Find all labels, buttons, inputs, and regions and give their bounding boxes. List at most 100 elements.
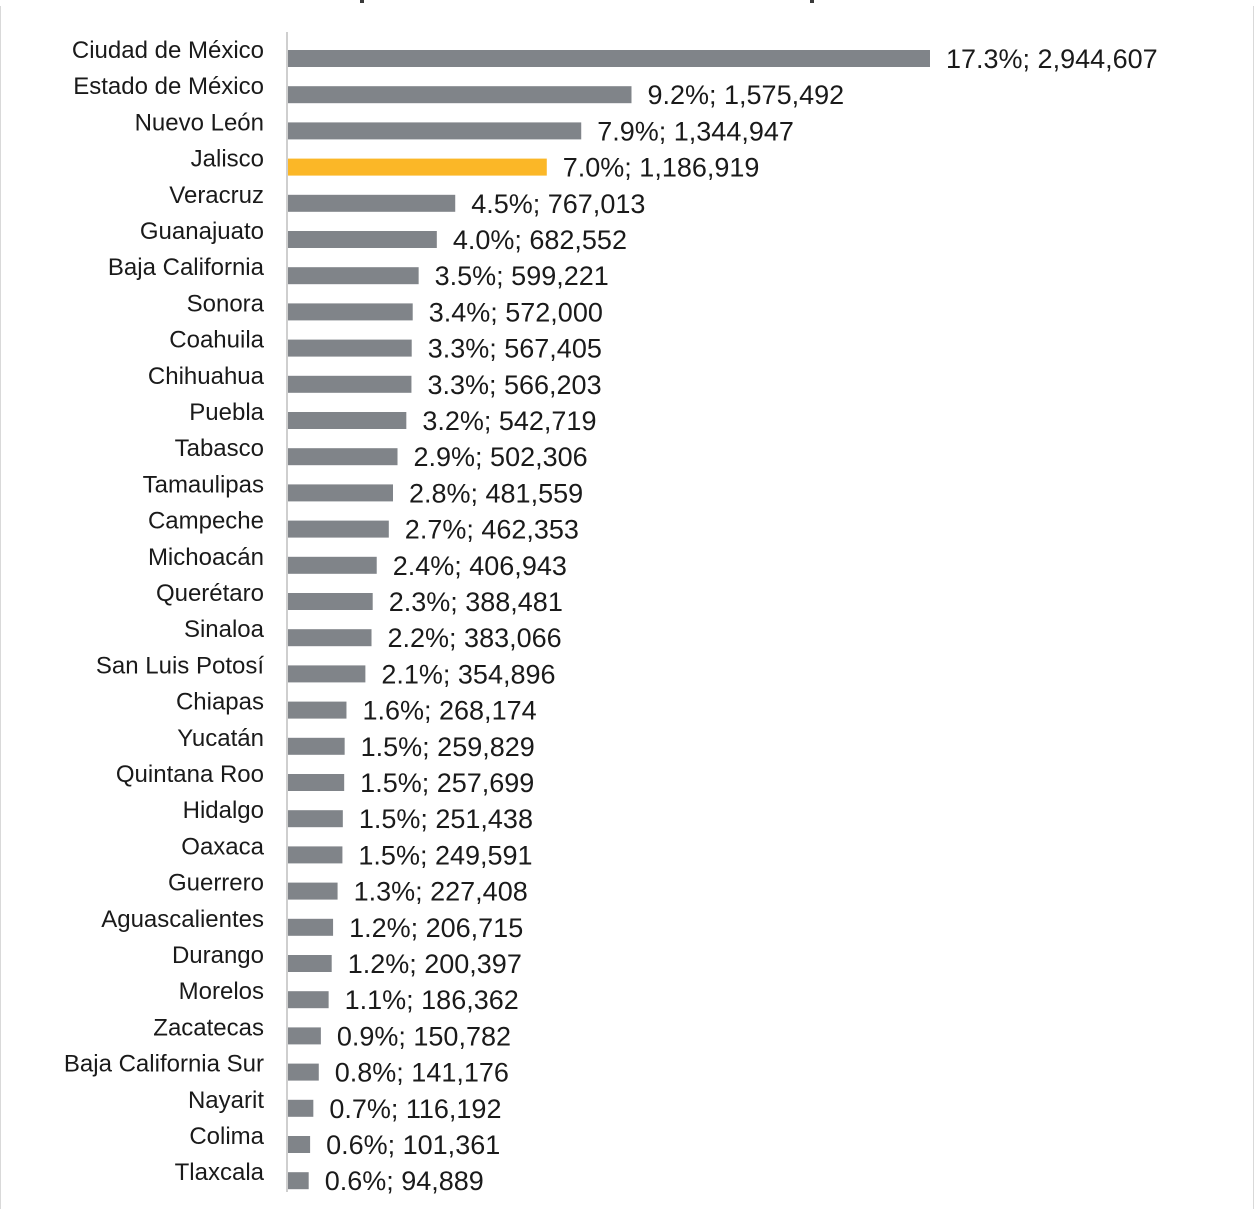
- category-label: Aguascalientes: [101, 906, 264, 933]
- bar: [288, 267, 419, 285]
- data-label: 2.3%; 388,481: [389, 587, 563, 617]
- data-label: 1.2%; 206,715: [349, 913, 523, 943]
- bar: [288, 484, 393, 502]
- category-label: Nayarit: [188, 1087, 264, 1114]
- bar: [288, 448, 398, 466]
- category-label: Puebla: [189, 399, 264, 426]
- data-label: 1.5%; 259,829: [361, 732, 535, 762]
- bar: [288, 231, 437, 248]
- category-labels: Ciudad de México Estado de México Nuevo Le…: [64, 37, 265, 1186]
- data-label: 3.5%; 599,221: [435, 261, 609, 291]
- category-label: Ciudad de México: [72, 37, 264, 64]
- bar: [288, 194, 456, 212]
- data-label: 0.6%; 94,889: [325, 1166, 484, 1196]
- data-label: 1.6%; 268,174: [362, 696, 536, 726]
- data-label: 2.2%; 383,066: [388, 623, 562, 653]
- category-label: Durango: [172, 942, 264, 969]
- category-label: Michoacán: [148, 544, 264, 571]
- top-edge-fragment: [0, 0, 1254, 6]
- data-label: 2.4%; 406,943: [393, 551, 567, 581]
- data-label: 7.0%; 1,186,919: [563, 153, 760, 183]
- data-label: 0.9%; 150,782: [337, 1021, 511, 1051]
- data-label: 3.4%; 572,000: [429, 297, 603, 327]
- bar: [288, 50, 930, 67]
- category-label: San Luis Potosí: [96, 652, 264, 679]
- category-label: Hidalgo: [183, 797, 264, 824]
- bar: [288, 918, 334, 936]
- category-label: Sonora: [187, 290, 265, 317]
- category-label: Guanajuato: [140, 218, 264, 245]
- bar: [288, 1136, 311, 1153]
- bar: [288, 1063, 319, 1081]
- category-label: Baja California: [108, 254, 265, 281]
- bar: [288, 339, 412, 357]
- bar: [288, 846, 343, 864]
- data-label: 0.7%; 116,192: [329, 1094, 501, 1124]
- category-label: Chiapas: [176, 689, 264, 716]
- category-label: Coahuila: [169, 327, 264, 354]
- data-label: 3.2%; 542,719: [422, 406, 596, 436]
- bar: [288, 556, 377, 574]
- category-label: Morelos: [179, 978, 264, 1005]
- bar: [288, 593, 373, 610]
- category-label: Quintana Roo: [116, 761, 264, 788]
- bar: [288, 1099, 314, 1117]
- bar: [288, 520, 389, 538]
- bar: [288, 955, 332, 972]
- data-label: 3.3%; 566,203: [427, 370, 601, 400]
- bar-highlighted: [288, 158, 547, 176]
- bar: [288, 991, 329, 1009]
- data-label: 0.6%; 101,361: [326, 1130, 500, 1160]
- category-label: Veracruz: [169, 182, 264, 209]
- data-label: 1.5%; 249,591: [358, 840, 532, 870]
- category-label: Nuevo León: [135, 109, 264, 136]
- category-label: Zacatecas: [153, 1014, 264, 1041]
- data-label: 4.5%; 767,013: [471, 189, 645, 219]
- data-label: 1.5%; 251,438: [359, 804, 533, 834]
- bar: [288, 303, 413, 321]
- category-label: Querétaro: [156, 580, 264, 607]
- bars: [288, 50, 930, 1190]
- data-labels: 17.3%; 2,944,607 9.2%; 1,575,492 7.9%; 1,3…: [325, 44, 1158, 1196]
- data-label: 2.1%; 354,896: [381, 659, 555, 689]
- category-label: Yucatán: [177, 725, 264, 752]
- data-label: 1.2%; 200,397: [348, 949, 522, 979]
- data-label: 2.7%; 462,353: [405, 515, 579, 545]
- bar: [288, 375, 412, 393]
- data-label: 1.1%; 186,362: [345, 985, 519, 1015]
- bar: [288, 1172, 309, 1190]
- category-label: Chihuahua: [148, 363, 265, 390]
- data-label: 9.2%; 1,575,492: [647, 80, 844, 110]
- category-label: Oaxaca: [181, 833, 264, 860]
- category-label: Tlaxcala: [175, 1159, 265, 1186]
- bar: [288, 737, 345, 755]
- category-label: Colima: [189, 1123, 264, 1150]
- data-label: 2.8%; 481,559: [409, 478, 583, 508]
- data-label: 7.9%; 1,344,947: [597, 116, 794, 146]
- data-label: 2.9%; 502,306: [414, 442, 588, 472]
- bar: [288, 86, 632, 104]
- data-label: 1.5%; 257,699: [360, 768, 534, 798]
- bar: [288, 882, 338, 900]
- data-label: 17.3%; 2,944,607: [946, 44, 1158, 74]
- category-label: Tamaulipas: [143, 471, 264, 498]
- data-label: 0.8%; 141,176: [335, 1058, 509, 1088]
- category-label: Jalisco: [191, 146, 264, 173]
- bar: [288, 629, 372, 647]
- bar: [288, 412, 407, 429]
- category-label: Baja California Sur: [64, 1051, 264, 1078]
- bar: [288, 701, 347, 719]
- category-label: Tabasco: [175, 435, 264, 462]
- bar: [288, 774, 345, 791]
- data-label: 4.0%; 682,552: [453, 225, 627, 255]
- bar: [288, 665, 366, 683]
- bar: [288, 1027, 321, 1045]
- bar: [288, 122, 582, 140]
- top-edge-mark: [360, 0, 364, 3]
- data-label: 3.3%; 567,405: [428, 334, 602, 364]
- top-edge-mark: [810, 0, 814, 3]
- category-label: Campeche: [148, 508, 264, 535]
- category-label: Sinaloa: [184, 616, 265, 643]
- bar: [288, 810, 343, 828]
